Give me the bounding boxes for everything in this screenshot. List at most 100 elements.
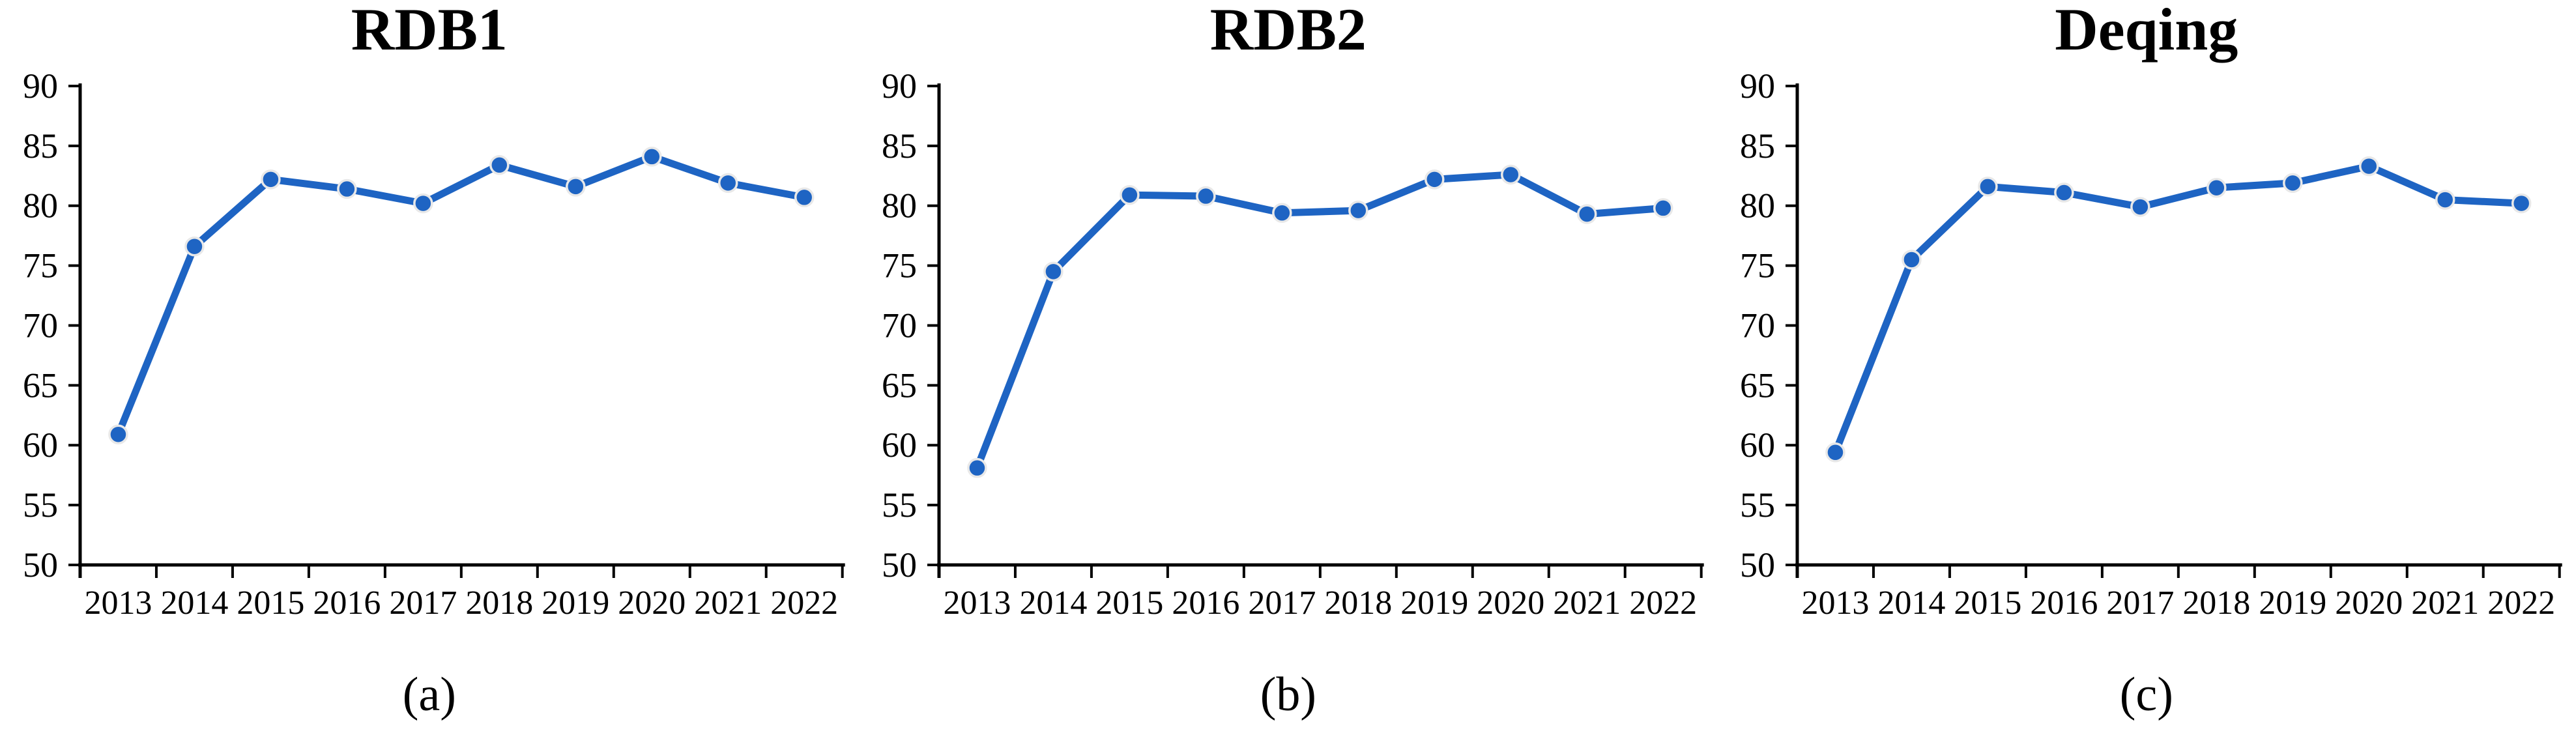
x-tick-label: 2022: [770, 584, 838, 622]
chart-title-rdb1: RDB1: [351, 0, 508, 63]
data-point-2013: [1825, 442, 1846, 463]
chart-panel-rdb1: RDB1 50 55 60 65 70 75 80 85 90 2013 2014 2015 2016 2…: [0, 0, 859, 735]
data-point-2022: [1653, 198, 1673, 218]
data-point-2019: [2283, 173, 2303, 194]
x-tick-label: 2017: [1248, 584, 1316, 622]
panel-caption-a: (a): [403, 668, 456, 721]
chart-title-deqing: Deqing: [2055, 0, 2238, 63]
x-tick-label: 2013: [84, 584, 152, 622]
x-tick-label: 2013: [943, 584, 1011, 622]
data-point-2018: [489, 155, 510, 175]
data-point-2014: [1043, 261, 1064, 282]
panel-caption-c: (c): [2120, 668, 2173, 721]
y-tick-label: 80: [882, 186, 917, 225]
x-tick-label: 2016: [1172, 584, 1239, 622]
y-tick-label: 90: [1740, 66, 1775, 106]
x-tick-label: 2018: [2183, 584, 2251, 622]
x-tick-label: 2018: [465, 584, 533, 622]
x-tick-label: 2020: [618, 584, 686, 622]
data-point-2020: [1500, 164, 1521, 185]
data-point-2019: [566, 177, 586, 197]
data-point-2022: [794, 187, 815, 208]
x-tick-label: 2020: [1477, 584, 1544, 622]
y-tick-label: 70: [23, 306, 58, 345]
y-tick-label: 70: [882, 306, 917, 345]
data-point-2020: [642, 147, 662, 167]
x-tick-label: 2015: [1954, 584, 2022, 622]
chart-panel-deqing: Deqing 50 55 60 65 70 75 80 85 90 2013 2014 2015 201…: [1717, 0, 2576, 735]
y-tick-label: 85: [882, 126, 917, 166]
x-tick-label: 2022: [2488, 584, 2556, 622]
y-tick-label: 50: [882, 545, 917, 584]
x-tick-label: 2014: [160, 584, 228, 622]
data-point-2015: [261, 169, 281, 190]
data-point-2021: [1576, 204, 1597, 224]
y-tick-label: 55: [1740, 485, 1775, 525]
data-point-2018: [2207, 177, 2227, 198]
x-tick-label: 2022: [1629, 584, 1697, 622]
data-point-2018: [1348, 200, 1368, 221]
x-tick-label: 2021: [694, 584, 762, 622]
x-tick-label: 2017: [2107, 584, 2175, 622]
y-tick-label: 75: [23, 246, 58, 285]
y-tick-label: 65: [882, 366, 917, 405]
x-tick-label: 2019: [542, 584, 609, 622]
series-line: [973, 171, 1667, 472]
x-tick-label: 2015: [1095, 584, 1163, 622]
y-tick-label: 55: [23, 485, 58, 525]
data-point-2017: [1271, 203, 1292, 223]
y-tick-label: 60: [1740, 425, 1775, 465]
data-point-2021: [717, 173, 738, 194]
data-point-2022: [2511, 193, 2532, 214]
y-tick-label: 65: [23, 366, 58, 405]
x-tick-label: 2020: [2336, 584, 2403, 622]
x-tick-label: 2018: [1324, 584, 1392, 622]
y-tick-label: 80: [23, 186, 58, 225]
data-point-2015: [1119, 184, 1140, 205]
y-tick-label: 85: [23, 126, 58, 166]
data-point-2016: [1195, 186, 1216, 207]
y-tick-label: 75: [1740, 246, 1775, 285]
x-tick-label: 2019: [1400, 584, 1468, 622]
data-point-2019: [1424, 169, 1445, 190]
x-tick-label: 2015: [237, 584, 304, 622]
y-tick-label: 65: [1740, 366, 1775, 405]
y-tick-label: 90: [23, 66, 58, 106]
data-point-2013: [108, 424, 128, 444]
data-point-2014: [1902, 250, 1922, 270]
y-tick-label: 80: [1740, 186, 1775, 225]
y-tick-label: 70: [1740, 306, 1775, 345]
data-point-2017: [413, 193, 433, 214]
x-tick-label: 2013: [1802, 584, 1870, 622]
x-tick-label: 2021: [2412, 584, 2480, 622]
data-point-2016: [337, 179, 357, 199]
data-point-2015: [1978, 177, 1998, 197]
y-tick-label: 50: [1740, 545, 1775, 584]
data-point-2017: [2130, 197, 2150, 217]
x-tick-label: 2017: [389, 584, 457, 622]
y-tick-label: 75: [882, 246, 917, 285]
data-point-2021: [2435, 190, 2455, 210]
x-tick-label: 2014: [1019, 584, 1087, 622]
data-point-2016: [2054, 182, 2074, 203]
panel-caption-b: (b): [1260, 668, 1316, 721]
y-tick-label: 60: [23, 425, 58, 465]
x-tick-label: 2019: [2259, 584, 2327, 622]
y-tick-label: 60: [882, 425, 917, 465]
chart-title-rdb2: RDB2: [1209, 0, 1366, 63]
x-tick-label: 2021: [1553, 584, 1621, 622]
y-tick-label: 50: [23, 545, 58, 584]
series-line: [114, 152, 808, 439]
x-tick-label: 2016: [2031, 584, 2098, 622]
data-point-2013: [966, 457, 987, 478]
y-tick-label: 55: [882, 485, 917, 525]
x-tick-label: 2016: [313, 584, 381, 622]
data-point-2020: [2359, 156, 2379, 177]
